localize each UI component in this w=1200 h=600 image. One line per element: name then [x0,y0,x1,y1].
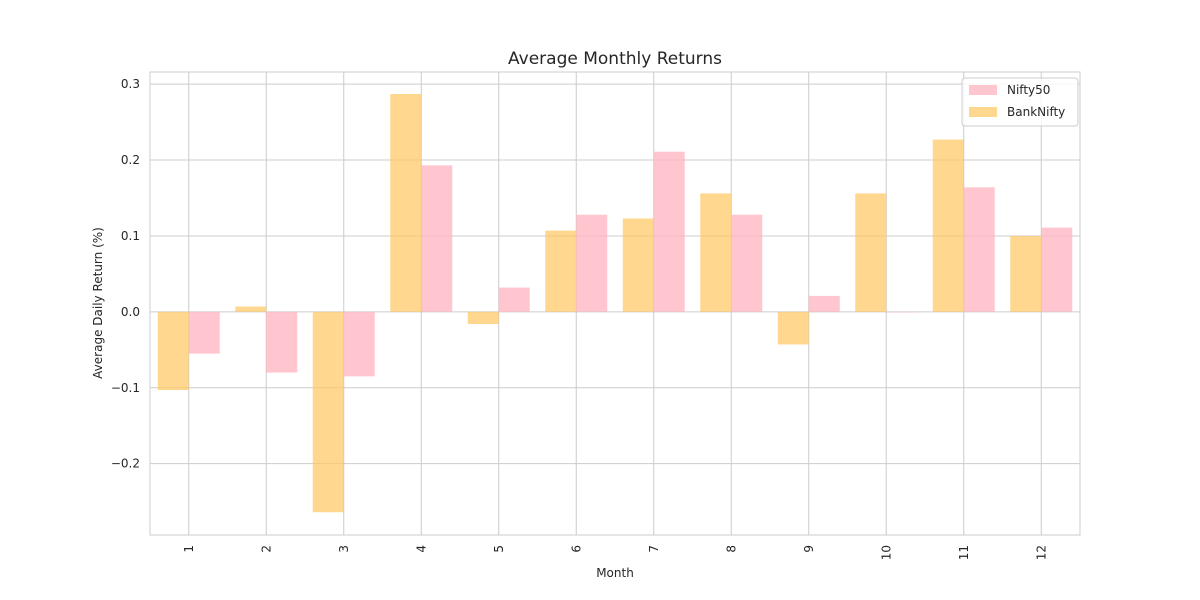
bars [157,94,1073,513]
bar-nifty50 [343,311,375,377]
y-tick-label: 0.1 [121,229,140,243]
chart-title: Average Monthly Returns [508,49,722,69]
x-axis-label: Month [596,566,634,580]
x-tick-label: 5 [492,545,506,553]
x-tick-label: 12 [1034,545,1048,560]
bar-nifty50 [653,151,685,312]
bar-banknifty [932,139,964,312]
x-tick-label: 9 [802,545,816,553]
bar-banknifty [312,311,344,513]
y-tick-label: −0.1 [111,381,140,395]
bar-nifty50 [731,214,763,312]
x-tick-label: 2 [259,545,273,553]
bar-banknifty [157,311,189,391]
plot-frame [149,71,1081,536]
bar-nifty50 [886,311,918,313]
plot-area [149,71,1081,536]
x-tick-label: 3 [337,545,351,553]
x-axis-ticks: 1 2 3 4 5 6 7 8 9 10 11 12 [182,545,1049,560]
bar-banknifty [467,311,499,324]
x-tick-label: 6 [569,545,583,553]
y-tick-label: 0.3 [121,77,140,91]
x-tick-label: 8 [724,545,738,553]
bar-nifty50 [1041,227,1073,312]
bar-nifty50 [808,295,840,312]
bar-banknifty [700,193,732,312]
x-tick-label: 4 [414,545,428,553]
plot-background [150,72,1080,535]
y-axis-label: Average Daily Return (%) [91,227,105,379]
x-tick-label: 7 [647,545,661,553]
bar-banknifty [622,218,654,312]
bar-banknifty [235,306,267,312]
legend-swatch-nifty50 [969,85,997,95]
x-tick-label: 11 [957,545,971,560]
x-tick-label: 1 [182,545,196,553]
y-tick-label: −0.2 [111,457,140,471]
bar-banknifty [777,311,809,345]
bar-nifty50 [498,287,530,312]
legend-label-nifty50: Nifty50 [1007,83,1050,97]
bar-nifty50 [963,187,995,312]
bar-banknifty [390,94,422,312]
legend-label-banknifty: BankNifty [1007,105,1065,119]
legend: Nifty50 BankNifty [961,77,1079,127]
y-tick-label: 0.0 [121,305,140,319]
bar-banknifty [855,193,887,312]
bar-nifty50 [266,311,298,373]
bar-nifty50 [188,311,220,354]
y-tick-label: 0.2 [121,153,140,167]
legend-swatch-banknifty [969,107,997,117]
y-axis-ticks: −0.2 −0.1 0.0 0.1 0.2 0.3 [111,77,140,471]
bar-banknifty [545,230,577,312]
x-tick-label: 10 [879,545,893,560]
bar-nifty50 [576,214,608,312]
bar-banknifty [1010,235,1042,312]
bar-nifty50 [421,165,453,312]
